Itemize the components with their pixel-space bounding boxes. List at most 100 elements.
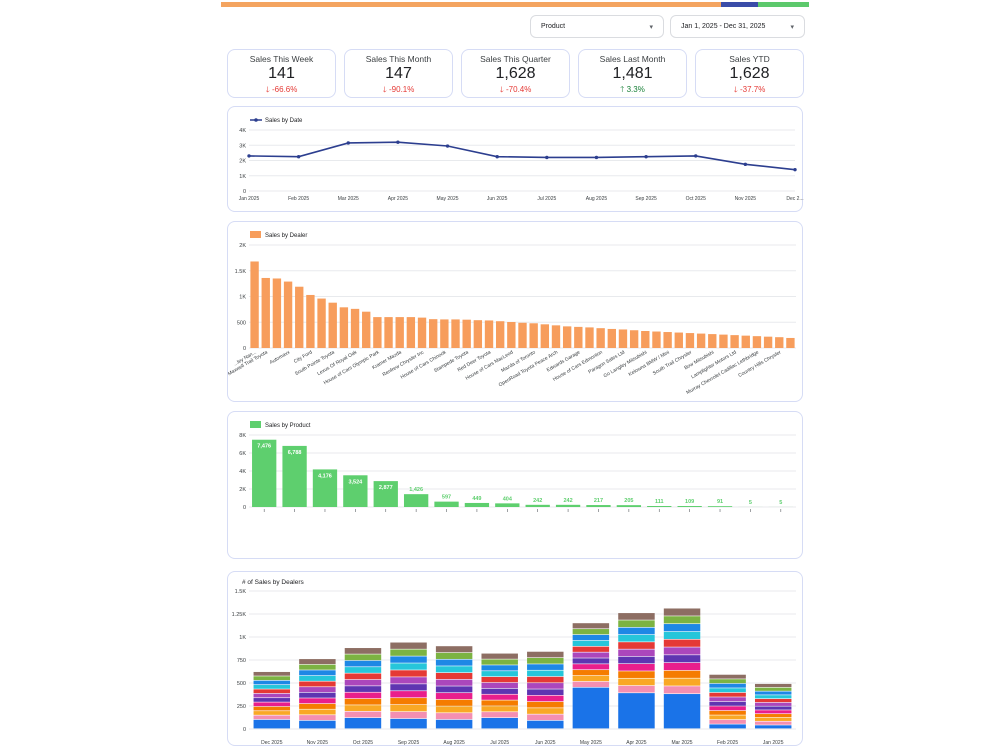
stacked-segment xyxy=(572,640,610,647)
kpi-delta-value: -37.7% xyxy=(740,85,766,94)
stacked-segment xyxy=(481,694,518,700)
sales-by-product-panel: Sales by Product 0 2K 4K 6K 8K 7,476 6,788 4,176… xyxy=(227,411,803,559)
dealer-bar xyxy=(451,319,460,348)
legend-swatch xyxy=(254,118,258,122)
stacked-segment xyxy=(709,706,746,711)
data-label: 597 xyxy=(442,495,451,501)
data-label: 205 xyxy=(624,498,633,504)
dealer-bar xyxy=(529,323,538,348)
stacked-segment xyxy=(299,681,336,687)
chevron-down-icon: ▾ xyxy=(790,23,794,31)
stacked-segment xyxy=(754,710,792,714)
x-tick-label: Jul 2025 xyxy=(490,740,509,746)
stacked-segment xyxy=(481,688,518,694)
y-tick-label: 0 xyxy=(243,505,246,511)
x-tick-label: Apr 2025 xyxy=(626,740,647,746)
kpi-value: 141 xyxy=(268,65,295,82)
dealer-bar xyxy=(763,336,773,348)
stacked-segment xyxy=(618,671,655,678)
stacked-segment xyxy=(481,700,518,706)
date-range-picker[interactable]: Jan 1, 2025 - Dec 31, 2025 ▾ xyxy=(670,15,805,38)
stacked-segment xyxy=(390,704,427,712)
product-bar xyxy=(343,475,368,507)
stacked-segment xyxy=(754,691,792,695)
dealer-bar xyxy=(708,334,717,348)
stacked-segment xyxy=(253,702,291,707)
dealer-bar xyxy=(384,317,393,348)
data-label: 4,176 xyxy=(318,473,332,479)
dealer-bar xyxy=(484,320,494,348)
stacked-segment xyxy=(435,652,473,659)
stacked-segment xyxy=(663,670,701,678)
dealer-bar xyxy=(283,281,293,348)
kpi-title: Sales Last Month xyxy=(599,54,666,64)
line-point xyxy=(445,144,450,148)
kpi-delta: 🡓 -66.6% xyxy=(228,84,335,98)
stacked-segment xyxy=(618,627,655,635)
stacked-segment xyxy=(754,695,792,699)
top-accent-bar xyxy=(221,2,809,7)
stacked-segment xyxy=(618,664,655,671)
x-tick-label: Nov 2025 xyxy=(307,740,329,746)
product-bar xyxy=(525,504,550,507)
product-bar xyxy=(647,506,672,507)
dealer-bar xyxy=(328,302,337,348)
legend-label: Sales by Dealer xyxy=(265,233,307,239)
stacked-segment xyxy=(754,721,792,725)
line-point xyxy=(495,154,499,159)
y-tick-label: 1K xyxy=(239,174,246,180)
dealer-bar xyxy=(462,319,471,348)
sales-by-product-chart: Sales by Product 0 2K 4K 6K 8K 7,476 6,788 4,176… xyxy=(239,421,796,512)
y-tick-label: 0 xyxy=(243,727,246,733)
data-label: 5 xyxy=(779,500,782,506)
arrow-down-icon: 🡓 xyxy=(499,85,504,94)
dealer-bar xyxy=(540,324,550,348)
dealer-bar xyxy=(272,278,282,348)
dealer-bar xyxy=(663,332,672,348)
stacked-segment xyxy=(572,652,610,658)
stacked-segment xyxy=(618,620,655,628)
stacked-segment xyxy=(481,671,518,677)
dealer-bar xyxy=(775,337,784,348)
y-tick-label: 500 xyxy=(237,320,246,326)
stacked-segment xyxy=(754,687,792,691)
stacked-segment xyxy=(527,708,564,714)
x-tick-label: Feb 2025 xyxy=(717,740,738,746)
stacked-segment xyxy=(299,703,336,709)
kpi-card-sales-this-quarter: Sales This Quarter 1,628 🡓 -70.4% xyxy=(461,49,570,98)
stacked-segment xyxy=(390,656,427,663)
x-tick-label: May 2025 xyxy=(437,196,459,202)
line-point xyxy=(396,140,400,144)
stacked-segment xyxy=(344,692,382,699)
dealer-bar xyxy=(373,317,382,348)
x-tick-label: Feb 2025 xyxy=(288,196,309,202)
stacked-segment xyxy=(709,724,746,729)
x-tick-label: Automaxx xyxy=(269,349,292,366)
x-tick-label: Country Hills Chrysler xyxy=(737,349,782,379)
dealer-bar xyxy=(786,337,795,348)
stacked-segment xyxy=(299,675,336,681)
x-tick-label: Jan 2025 xyxy=(763,740,784,746)
accent-segment xyxy=(758,2,809,7)
kpi-delta: 🡓 -70.4% xyxy=(462,84,569,98)
stacked-segment xyxy=(253,693,291,698)
stacked-segment xyxy=(618,656,655,664)
sales-by-dealers-stacked-panel: # of Sales by Dealers 0 250 500 750 1K 1.25K 1.… xyxy=(227,571,803,746)
stacked-segment xyxy=(618,634,655,642)
stacked-segment xyxy=(572,681,610,687)
legend-swatch xyxy=(250,231,261,238)
product-bar xyxy=(312,469,338,507)
stacked-segment xyxy=(435,659,473,666)
legend-swatch xyxy=(250,421,261,428)
x-tick-label: Mar 2025 xyxy=(671,740,692,746)
stacked-segment xyxy=(299,687,336,693)
product-filter-dropdown[interactable]: Product ▾ xyxy=(530,15,664,38)
kpi-delta-value: 3.3% xyxy=(626,85,645,94)
data-label: 242 xyxy=(533,498,542,504)
stacked-segment xyxy=(390,642,427,649)
stacked-segment xyxy=(344,654,382,661)
kpi-delta-value: -70.4% xyxy=(506,85,532,94)
stacked-segment xyxy=(390,718,427,729)
dealer-bar xyxy=(652,331,661,348)
stacked-segment xyxy=(663,639,701,647)
